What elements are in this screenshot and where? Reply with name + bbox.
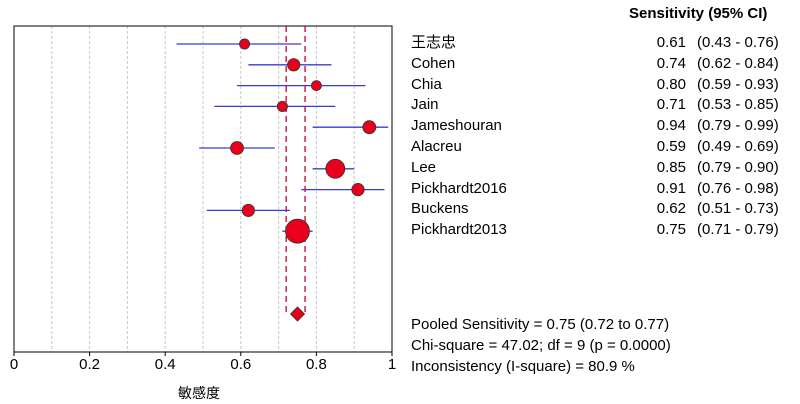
study-point	[239, 38, 251, 50]
column-header: Sensitivity (95% CI)	[629, 5, 768, 22]
x-tick-label: 0.4	[154, 356, 176, 373]
study-name: Cohen	[411, 54, 456, 72]
study-estimate: 0.71	[656, 96, 686, 114]
study-estimate: 0.80	[656, 75, 686, 93]
study-point	[362, 120, 377, 135]
study-estimate: 0.85	[656, 158, 686, 176]
x-tick-label: 0	[9, 356, 19, 373]
study-point	[310, 80, 322, 91]
x-tick-label: 0.2	[79, 356, 101, 373]
study-estimate: 0.75	[656, 221, 686, 239]
study-ci-text: (0.76 - 0.98)	[697, 179, 779, 197]
study-point	[230, 141, 244, 155]
study-estimate: 0.61	[656, 34, 686, 51]
study-point	[351, 183, 365, 197]
study-point	[287, 58, 301, 72]
study-ci-text: (0.51 - 0.73)	[697, 200, 779, 218]
x-tick-label: 1	[387, 356, 397, 373]
study-name: Jain	[411, 96, 439, 114]
study-estimate: 0.62	[656, 200, 686, 218]
study-estimate: 0.74	[656, 54, 686, 72]
study-ci-text: (0.79 - 0.99)	[697, 117, 779, 135]
x-axis-label: 敏感度	[178, 385, 220, 401]
study-name: Jameshouran	[411, 117, 502, 135]
study-ci-text: (0.59 - 0.93)	[697, 75, 779, 93]
study-name: Pickhardt2013	[411, 221, 507, 239]
study-ci-text: (0.62 - 0.84)	[697, 54, 779, 72]
pooled-diamond	[289, 306, 306, 322]
study-name: Alacreu	[411, 138, 462, 155]
study-ci-text: (0.79 - 0.90)	[697, 158, 779, 176]
x-tick-label: 0.8	[305, 356, 327, 373]
study-point	[241, 203, 255, 217]
study-estimate: 0.59	[656, 138, 686, 155]
study-point	[325, 158, 346, 179]
study-estimate: 0.91	[656, 179, 686, 197]
chi-square-text: Chi-square = 47.02; df = 9 (p = 0.0000)	[411, 337, 671, 354]
study-name: Chia	[411, 75, 442, 93]
study-name: Lee	[411, 158, 437, 176]
study-point	[276, 100, 288, 112]
study-name: 王志忠	[411, 34, 457, 51]
plot-frame	[13, 25, 393, 353]
inconsistency-text: Inconsistency (I-square) = 80.9 %	[411, 358, 635, 375]
study-estimate: 0.94	[656, 117, 686, 135]
study-name: Buckens	[411, 200, 469, 218]
study-ci-text: (0.71 - 0.79)	[697, 221, 779, 239]
pooled-sensitivity-text: Pooled Sensitivity = 0.75 (0.72 to 0.77)	[411, 316, 670, 333]
x-tick-label: 0.6	[230, 356, 252, 373]
study-ci-text: (0.53 - 0.85)	[697, 96, 779, 114]
study-name: Pickhardt2016	[411, 179, 507, 197]
study-point	[285, 218, 310, 244]
study-ci-text: (0.49 - 0.69)	[697, 138, 779, 155]
study-ci-text: (0.43 - 0.76)	[697, 34, 779, 51]
